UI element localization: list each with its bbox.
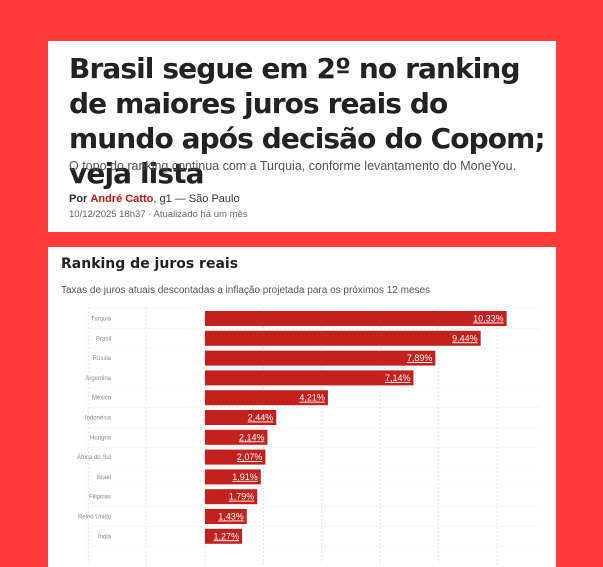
chart-title: Ranking de juros reais (61, 256, 239, 272)
bar (205, 449, 266, 465)
author-link[interactable]: André Catto (90, 193, 154, 205)
chart-card: Ranking de juros reais Taxas de juros at… (48, 247, 556, 567)
article-header-card: Brasil segue em 2º no ranking de maiores… (48, 41, 556, 232)
bar (205, 489, 258, 505)
bar (205, 370, 414, 386)
byline: Por André Catto, g1 — São Paulo (69, 193, 240, 205)
category-label: Rússia (93, 356, 112, 362)
data-label: 7,89% (407, 353, 433, 363)
publish-dateline: 10/12/2025 18h37 · Atualizado há um mês (69, 209, 248, 220)
article-headline: Brasil segue em 2º no ranking de maiores… (69, 52, 546, 190)
data-label: 9,44% (452, 333, 478, 343)
category-label: Reino Unido (78, 515, 112, 521)
category-label: Indonésia (85, 416, 112, 422)
category-label: Argentina (85, 376, 111, 382)
data-label: 2,14% (239, 432, 265, 442)
bar (205, 390, 328, 406)
category-label: México (92, 396, 112, 402)
category-label: África do Sul (77, 454, 111, 461)
byline-prefix: Por (69, 193, 88, 205)
data-label: 1,91% (232, 472, 258, 482)
bar (205, 528, 243, 544)
category-label: Filipinas (89, 495, 111, 501)
data-label: 1,27% (214, 531, 240, 541)
bar (205, 311, 507, 326)
bar (205, 350, 436, 366)
data-label: 7,14% (385, 373, 411, 383)
data-label: 1,79% (229, 492, 255, 502)
data-label: 2,44% (248, 413, 274, 423)
data-label: 4,21% (299, 393, 325, 403)
category-label: Hungria (90, 435, 112, 441)
category-label: Brasil (96, 336, 111, 342)
data-label: 2,07% (237, 452, 263, 462)
bar (205, 429, 268, 445)
category-label: Índia (98, 533, 112, 540)
category-label: Turquia (91, 317, 112, 323)
article-subtitle: O topo do ranking continua com a Turquia… (69, 159, 517, 173)
bar (205, 469, 261, 485)
byline-outlet-location: , g1 — São Paulo (153, 193, 240, 205)
data-label: 10,33% (473, 314, 504, 324)
bar (205, 330, 481, 346)
bar (205, 509, 247, 524)
bar (205, 410, 277, 425)
data-label: 1,43% (218, 512, 244, 522)
chart-subtitle: Taxas de juros atuais descontadas a infl… (61, 285, 431, 296)
category-label: Israel (96, 475, 111, 481)
bar-chart: Turquia 10,33% Brasil 9,44% Rússia 7,89% Argen… (77, 307, 538, 567)
